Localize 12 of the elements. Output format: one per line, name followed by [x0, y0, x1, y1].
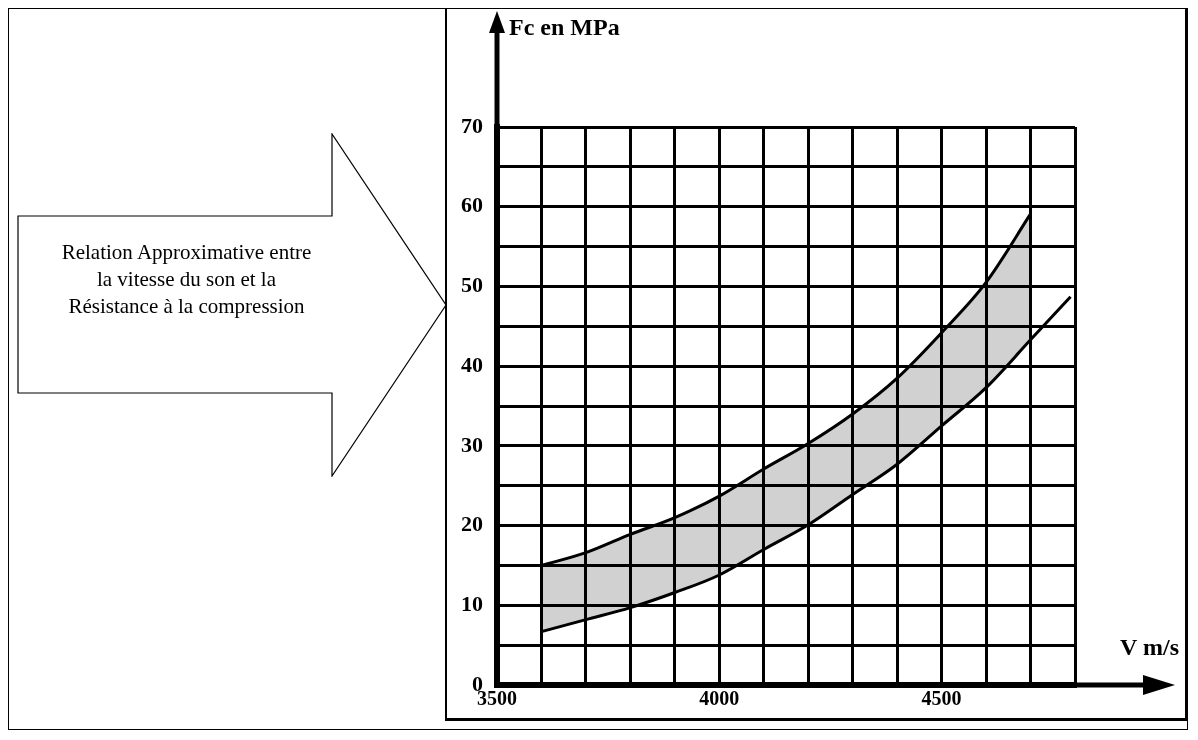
- x-tick-label: 4000: [699, 687, 740, 710]
- y-axis-title: Fc en MPa: [509, 14, 620, 41]
- y-tick-label: 60: [461, 192, 483, 218]
- x-axis-title: V m/s: [1120, 634, 1179, 661]
- y-tick-label: 40: [461, 351, 483, 377]
- y-tick-label: 50: [461, 272, 483, 298]
- x-tick-label: 4500: [921, 687, 962, 710]
- y-tick-label: 70: [461, 112, 483, 138]
- y-tick-label: 20: [461, 511, 483, 537]
- y-tick-label: 30: [461, 431, 483, 457]
- text: Relation Approximative entre la vitesse du son et la Résistance à la compression: [60, 239, 313, 320]
- y-tick-label: 10: [461, 590, 483, 616]
